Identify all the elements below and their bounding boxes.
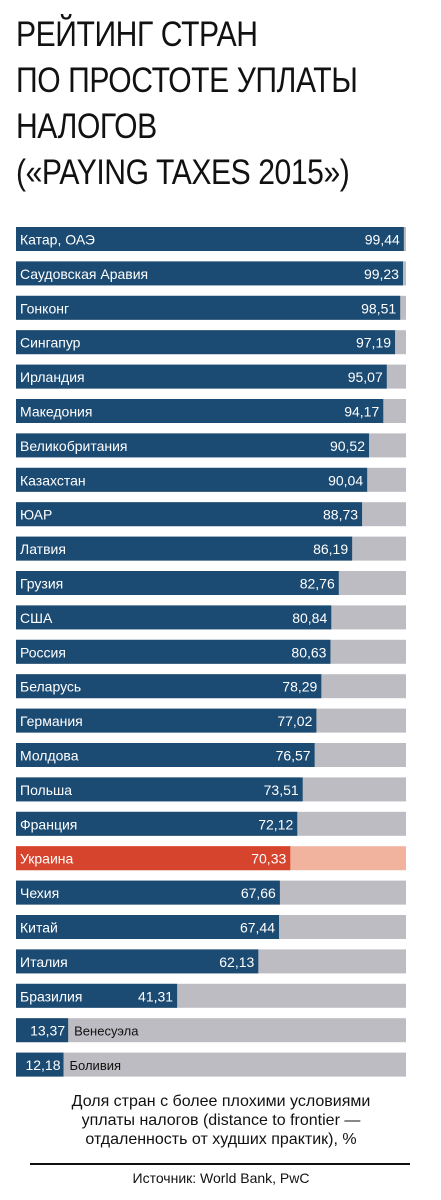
- category-label: Украина: [20, 851, 74, 867]
- category-label: Италия: [20, 954, 68, 970]
- bar-track: [16, 1052, 406, 1077]
- value-label: 99,23: [364, 266, 399, 282]
- source-note: Источник: World Bank, PwC: [132, 1170, 310, 1186]
- category-label: Венесуэла: [74, 1024, 139, 1039]
- value-label: 72,12: [258, 816, 293, 832]
- bar: [16, 983, 178, 1008]
- value-label: 80,84: [292, 610, 327, 626]
- category-label: Ирландия: [20, 369, 85, 385]
- value-label: 94,17: [344, 404, 379, 420]
- bar: [16, 502, 363, 527]
- bar: [16, 639, 331, 664]
- value-label: 76,57: [276, 748, 311, 764]
- bar: [16, 811, 298, 836]
- category-label: ЮАР: [20, 507, 52, 523]
- category-label: Македония: [20, 404, 92, 420]
- value-label: 98,51: [361, 300, 396, 316]
- bar: [16, 708, 317, 733]
- bar: [16, 915, 280, 939]
- bar: [16, 674, 322, 699]
- category-label: Саудовская Аравия: [20, 266, 148, 282]
- footnote-line-2: уплаты налогов (distance to frontier —: [81, 1112, 361, 1129]
- chart-footnote: Доля стран с более плохими условиями упл…: [12, 1092, 430, 1149]
- bar: [16, 949, 259, 974]
- value-label: 62,13: [219, 954, 254, 970]
- bar: [16, 777, 303, 802]
- value-label: 80,63: [291, 644, 326, 660]
- bar: [16, 880, 280, 905]
- category-label: Казахстан: [20, 472, 86, 488]
- value-label: 90,52: [330, 438, 365, 454]
- value-label: 77,02: [277, 713, 312, 729]
- value-label: 67,44: [240, 920, 275, 936]
- footnote-line-3: отдаленность от худших практик), %: [85, 1131, 357, 1148]
- value-label: 82,76: [300, 576, 335, 592]
- value-label: 78,29: [282, 679, 317, 695]
- value-label: 73,51: [264, 782, 299, 798]
- title-line-2: ПО ПРОСТОТЕ УПЛАТЫ: [16, 61, 358, 100]
- category-label: Катар, ОАЭ: [20, 232, 95, 248]
- value-label: 90,04: [328, 472, 363, 488]
- value-label: 13,37: [30, 1023, 65, 1039]
- category-label: Грузия: [20, 576, 63, 592]
- value-label: 86,19: [313, 541, 348, 557]
- value-label: 97,19: [356, 335, 391, 351]
- category-label: Великобритания: [20, 438, 128, 454]
- value-label: 41,31: [138, 988, 173, 1004]
- category-label: Германия: [20, 713, 83, 729]
- category-label: Бразилия: [20, 988, 82, 1004]
- category-label: Молдова: [20, 748, 79, 764]
- value-label: 70,33: [251, 851, 286, 867]
- bar-track: [16, 1018, 406, 1043]
- bar: [16, 536, 353, 561]
- bar: [16, 1018, 69, 1043]
- title-line-3: НАЛОГОВ: [16, 107, 157, 146]
- bar: [16, 295, 401, 320]
- bar: [16, 330, 396, 355]
- chart-title: РЕЙТИНГ СТРАН ПО ПРОСТОТЕ УПЛАТЫ НАЛОГОВ…: [16, 12, 377, 196]
- bar: [16, 846, 291, 871]
- value-label: 12,18: [25, 1057, 60, 1073]
- category-label: Сингапур: [20, 335, 81, 351]
- category-label: Беларусь: [20, 679, 81, 695]
- category-label: Франция: [20, 816, 77, 832]
- category-label: Китай: [20, 920, 58, 936]
- category-label: Россия: [20, 644, 66, 660]
- category-label: Гонконг: [20, 300, 69, 316]
- bar: [16, 605, 332, 630]
- value-label: 99,44: [365, 232, 400, 248]
- bar: [16, 227, 404, 251]
- category-label: Латвия: [20, 541, 66, 557]
- title-line-4: («PAYING TAXES 2015»): [16, 153, 350, 192]
- value-label: 88,73: [323, 507, 358, 523]
- bar: [16, 399, 384, 423]
- title-line-1: РЕЙТИНГ СТРАН: [16, 15, 258, 54]
- bar: [16, 364, 387, 389]
- value-label: 95,07: [348, 369, 383, 385]
- bar: [16, 467, 368, 492]
- bar: [16, 743, 315, 767]
- category-label: Чехия: [20, 885, 59, 901]
- value-label: 67,66: [241, 885, 276, 901]
- category-label: США: [20, 610, 53, 626]
- category-label: Польша: [20, 782, 72, 798]
- bar: [16, 1052, 64, 1077]
- bar: [16, 571, 339, 595]
- footnote-line-1: Доля стран с более плохими условиями: [71, 1093, 371, 1110]
- category-label: Боливия: [70, 1058, 122, 1073]
- source-divider: [30, 1163, 410, 1165]
- bar: [16, 261, 403, 286]
- bar: [16, 433, 370, 458]
